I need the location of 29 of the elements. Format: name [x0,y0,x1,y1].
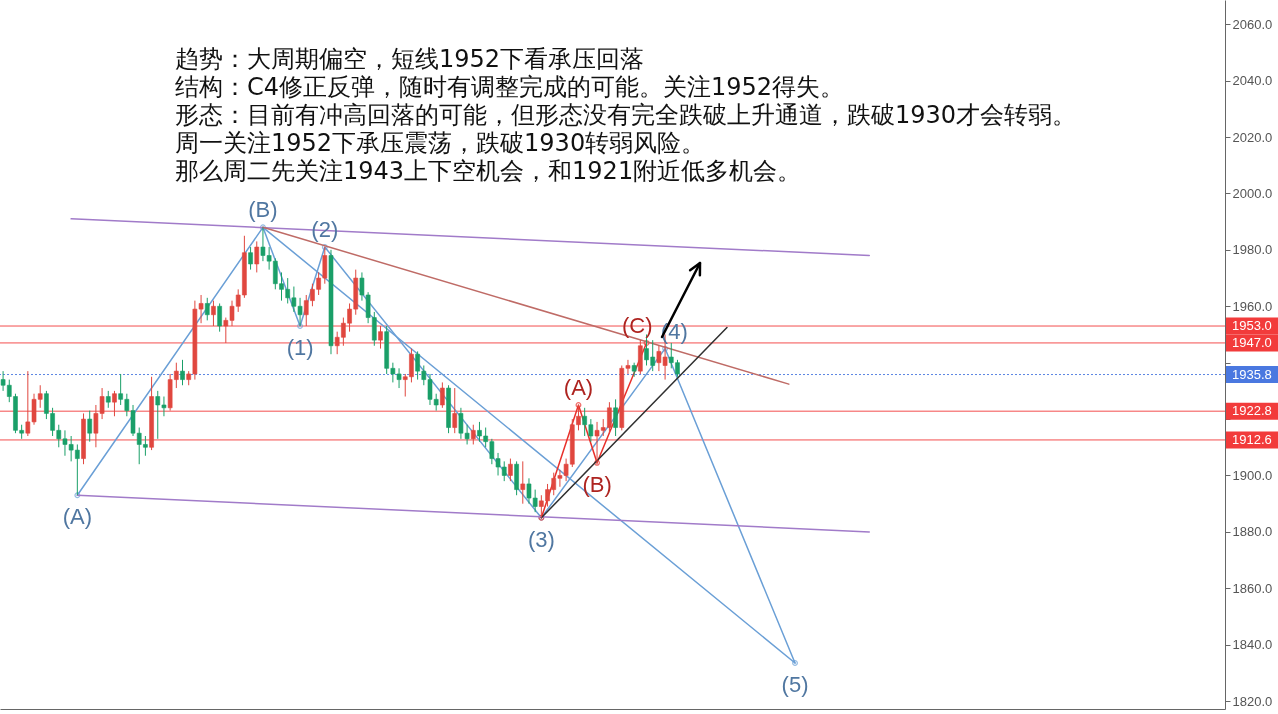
annotation: (B) [582,471,612,497]
y-tick-label: 2040.0 [1232,73,1273,89]
ref-line-label: 1922.8 [1232,403,1272,419]
annotation: (A) [62,504,92,530]
ref-line-label: 1947.0 [1232,334,1272,350]
ref-line-label: 1912.6 [1232,431,1272,447]
annotation: (5) [781,672,809,698]
annotation: 趋势：大周期偏空，短线1952下看承压回落 [175,45,645,73]
y-tick-label: 1880.0 [1232,524,1273,540]
annotation: 那么周二先关注1943上下空机会，和1921附近低多机会。 [175,157,802,185]
y-tick-label: 1860.0 [1232,580,1273,596]
y-tick-label: 1820.0 [1232,693,1273,709]
y-tick-label: 2000.0 [1232,185,1273,201]
y-tick-label: 1980.0 [1232,242,1273,258]
annotation: (A) [563,374,594,400]
y-tick-label: 2020.0 [1232,129,1273,145]
annotation: (1) [286,335,314,361]
annotation: 周一关注1952下承压震荡，跌破1930转弱风险。 [175,129,706,157]
y-tick-label: 1900.0 [1232,467,1273,483]
annotation: (B) [248,197,278,223]
annotation: (C) [622,312,653,338]
y-tick-label: 2060.0 [1232,16,1273,32]
y-tick-label: 1960.0 [1232,298,1273,314]
annotation: 结构：C4修正反弹，随时有调整完成的可能。关注1952得失。 [175,73,845,101]
annotation: (3) [527,526,555,552]
y-tick-label: 1840.0 [1232,637,1273,653]
ref-line-label: 1953.0 [1232,318,1272,334]
annotation: 形态：目前有冲高回落的可能，但形态没有完全跌破上升通道，跌破1930才会转弱。 [175,101,1077,129]
ref-line-label: 1935.8 [1232,366,1272,382]
